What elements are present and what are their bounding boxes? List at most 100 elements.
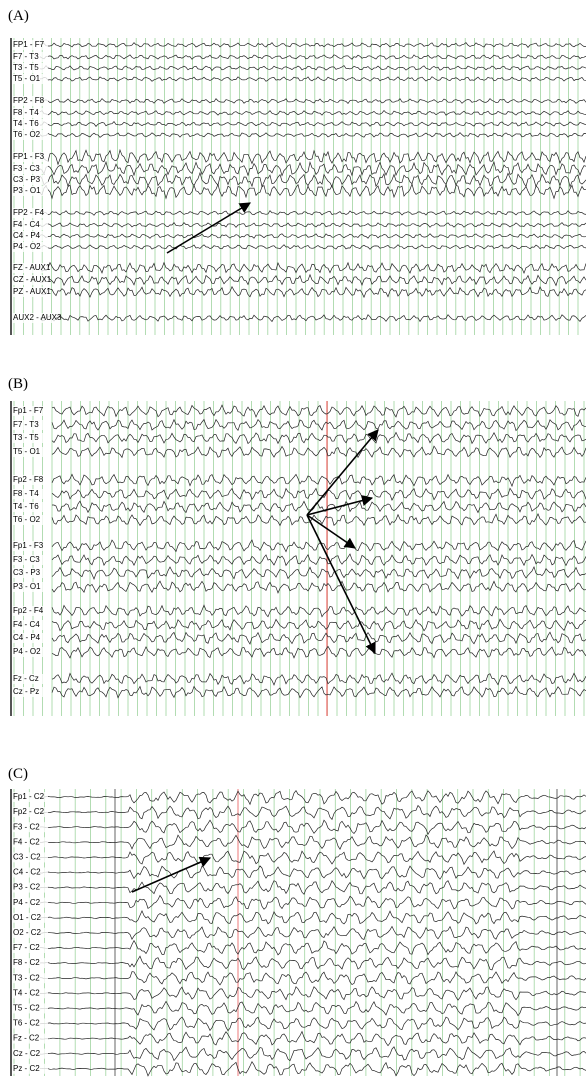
channel-label: C3 - P3	[13, 568, 41, 577]
label-bg	[12, 220, 48, 230]
label-bg	[12, 568, 48, 578]
eeg-trace	[39, 160, 586, 177]
label-bg	[12, 792, 48, 802]
channel-label: T3 - T5	[13, 63, 39, 72]
eeg-trace	[39, 244, 586, 250]
eeg-trace	[39, 971, 586, 986]
channel-label: F3 - C3	[13, 164, 40, 173]
eeg-trace	[51, 487, 586, 501]
channel-label: Fz - Cz	[13, 674, 39, 683]
eeg-trace	[39, 819, 586, 836]
label-bg	[12, 63, 48, 73]
eeg-panel: (C) Fp1 - C2 Fp2 - C2 F3 - C2 F4 - C2 C3 - C2…	[8, 766, 586, 1077]
panel-label: (A)	[8, 8, 29, 24]
channel-label: T6 - C2	[13, 1019, 40, 1028]
label-bg	[12, 1033, 48, 1044]
eeg-trace	[39, 1046, 586, 1062]
eeg-trace	[39, 222, 586, 228]
label-bg	[12, 208, 48, 218]
channel-label: Fp1 - F7	[13, 406, 44, 415]
eeg-trace	[51, 404, 586, 418]
eeg-trace	[39, 109, 586, 116]
eeg-trace	[39, 894, 586, 910]
label-bg	[12, 502, 48, 512]
label-bg	[12, 515, 48, 525]
label-bg	[12, 647, 48, 657]
label-bg	[12, 108, 48, 118]
label-bg	[12, 96, 48, 106]
label-bg	[12, 313, 56, 323]
eeg-trace	[39, 121, 586, 127]
label-bg	[12, 475, 48, 485]
eeg-trace	[51, 618, 586, 632]
channel-label: C3 - P3	[13, 175, 41, 184]
label-bg	[12, 152, 48, 162]
eeg-trace	[51, 631, 586, 645]
eeg-trace	[39, 261, 586, 275]
eeg-trace	[39, 1060, 586, 1077]
channel-label: Fp2 - F4	[13, 606, 44, 615]
channel-label: P4 - O2	[13, 242, 41, 251]
eeg-trace	[39, 789, 586, 806]
label-bg	[12, 287, 48, 297]
label-bg	[12, 420, 48, 430]
label-bg	[12, 242, 48, 252]
channel-label: FP1 - F3	[13, 152, 45, 161]
channel-label: T6 - O2	[13, 515, 41, 524]
label-bg	[12, 882, 48, 893]
channel-label: F4 - C4	[13, 220, 40, 229]
arrow	[306, 514, 376, 655]
channel-label: T4 - C2	[13, 988, 40, 997]
channel-label: Cz - Pz	[13, 687, 39, 696]
label-bg	[12, 807, 48, 818]
label-bg	[12, 958, 48, 969]
channel-label: T3 - T5	[13, 433, 39, 442]
eeg-panel: (B) Fp1 - F7 F7 - T3 T3 - T5 T5 - O1 Fp2 - F8…	[8, 376, 586, 716]
eeg-trace	[39, 54, 586, 60]
channel-label: P3 - O1	[13, 582, 41, 591]
channel-label: T5 - C2	[13, 1004, 40, 1013]
eeg-trace	[39, 955, 586, 971]
eeg-trace	[51, 685, 586, 699]
channel-label: F7 - T3	[13, 52, 39, 61]
channel-label: C4 - C2	[13, 868, 41, 877]
channel-label: C3 - C2	[13, 853, 41, 862]
eeg-trace	[51, 431, 586, 445]
label-bg	[12, 1063, 48, 1074]
label-bg	[12, 633, 48, 643]
channel-label: T3 - C2	[13, 973, 40, 982]
arrow	[166, 202, 251, 254]
label-bg	[12, 912, 48, 923]
arrow	[131, 856, 212, 893]
label-bg	[12, 74, 48, 84]
label-bg	[12, 867, 48, 878]
eeg-trace	[52, 500, 586, 514]
eeg-trace	[39, 1016, 586, 1032]
label-bg	[12, 1018, 48, 1029]
label-bg	[12, 897, 48, 908]
panel-label: (C)	[8, 766, 28, 782]
eeg-trace	[51, 645, 586, 659]
channel-label: F7 - C2	[13, 943, 40, 952]
label-bg	[12, 40, 48, 50]
eeg-trace	[39, 879, 586, 895]
eeg-trace	[39, 132, 586, 138]
label-bg	[12, 433, 48, 443]
eeg-trace	[51, 553, 586, 567]
label-bg	[12, 263, 48, 273]
eeg-trace	[51, 565, 586, 580]
channel-label: AUX2 - AUX3	[13, 313, 62, 322]
channel-label: Cz - C2	[13, 1049, 41, 1058]
eeg-trace	[39, 42, 586, 48]
label-bg	[12, 927, 48, 938]
channel-label: FP1 - F7	[13, 40, 45, 49]
channel-label: F3 - C2	[13, 822, 40, 831]
label-bg	[12, 555, 48, 565]
eeg-trace	[39, 65, 586, 72]
eeg-trace	[39, 171, 586, 188]
label-bg	[12, 837, 48, 848]
label-bg	[12, 541, 48, 551]
panel-label: (B)	[8, 376, 28, 392]
